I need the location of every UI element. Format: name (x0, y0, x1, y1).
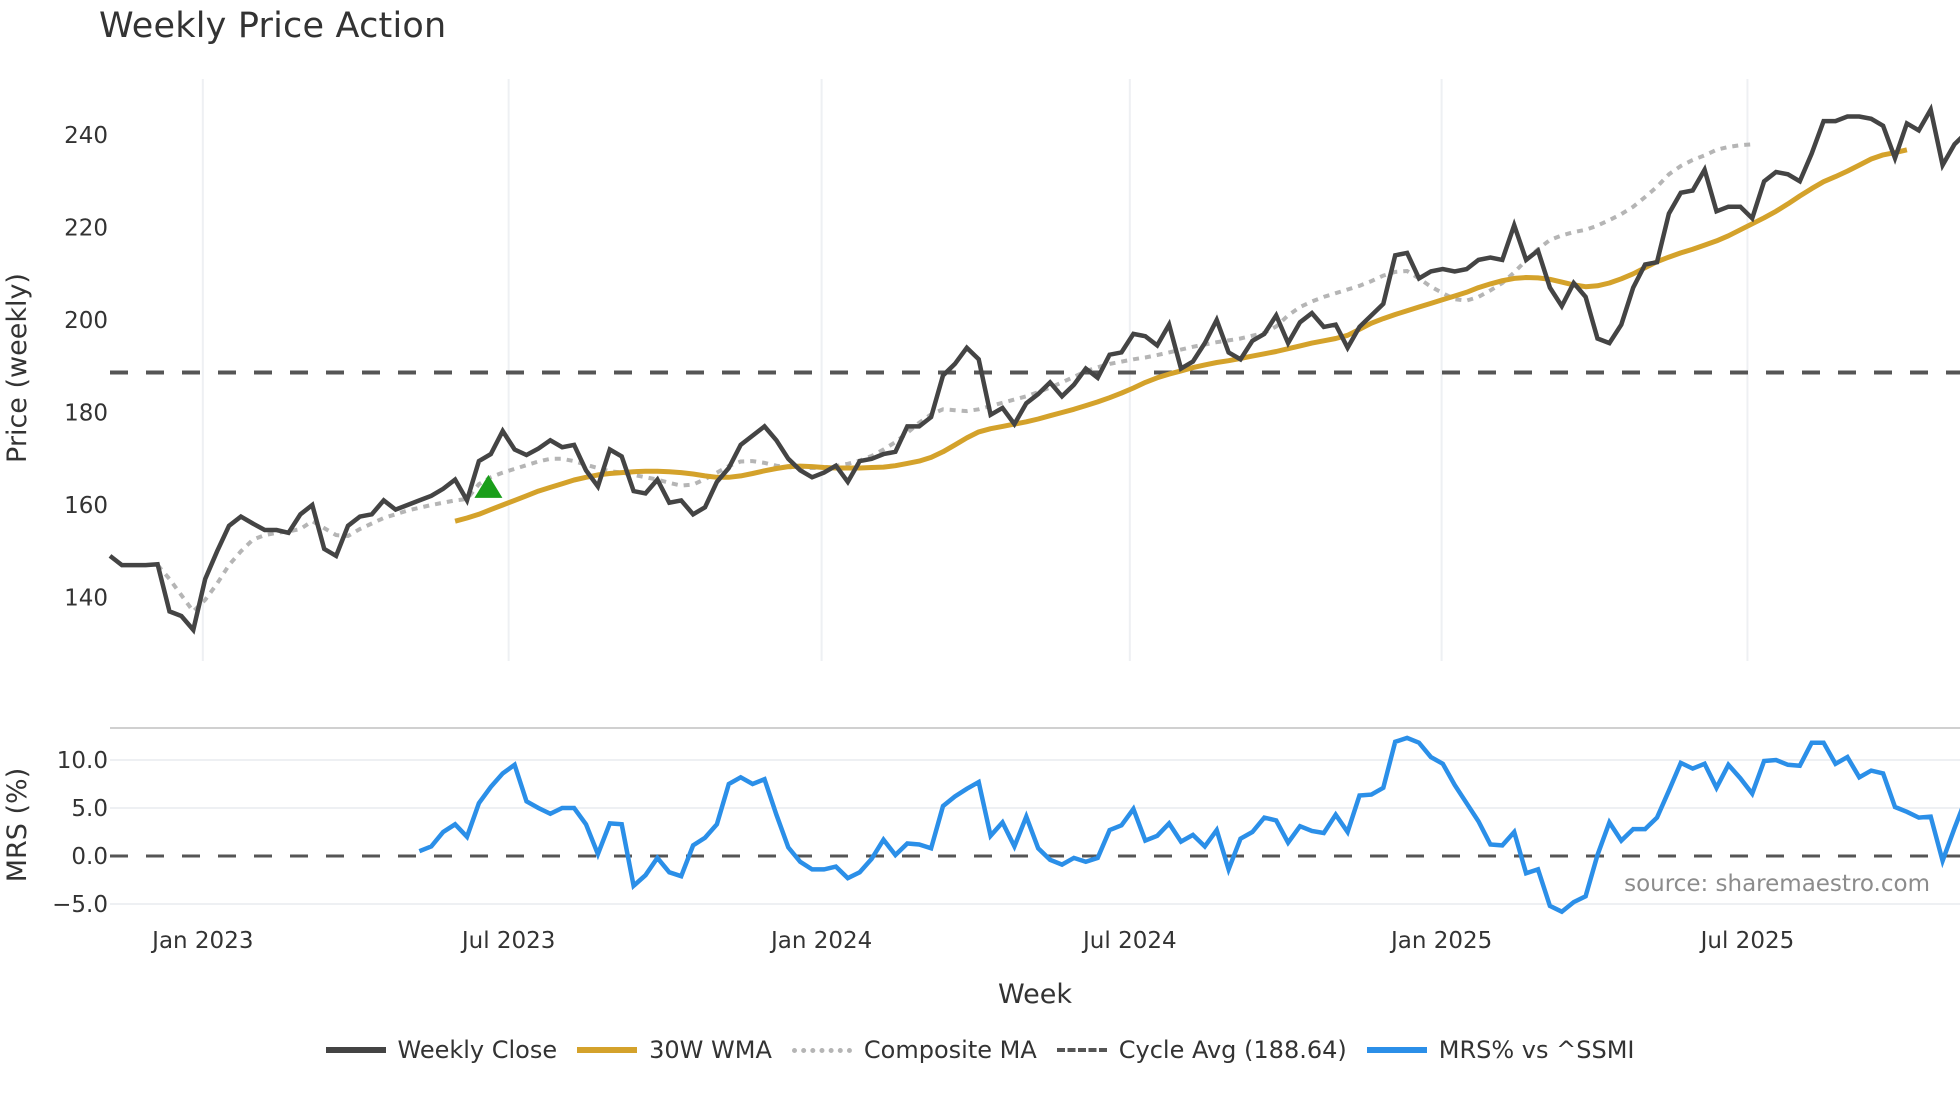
y-tick-label: 180 (64, 401, 108, 427)
legend-label: MRS% vs ^SSMI (1438, 1036, 1635, 1064)
legend-item-cycle-avg[interactable]: Cycle Avg (188.64) (1056, 1036, 1347, 1064)
y-tick-label: −5.0 (52, 892, 108, 918)
legend-label: Composite MA (863, 1036, 1037, 1064)
solid-line-swatch-icon (577, 1047, 638, 1053)
composite-ma-line (156, 142, 1753, 615)
legend-label: Weekly Close (397, 1036, 558, 1064)
solid-line-swatch-icon (1366, 1047, 1427, 1053)
x-axis-title: Week (998, 979, 1072, 1010)
dotted-line-swatch-icon (791, 1047, 852, 1053)
y-tick-label: 220 (64, 216, 108, 242)
dashed-line-swatch-icon (1056, 1048, 1107, 1052)
x-tick-label: Jan 2024 (769, 928, 872, 954)
buy-signal-triangle-icon (474, 474, 503, 498)
chart-title: Weekly Price Action (99, 6, 447, 46)
weekly-close-line (108, 103, 1960, 635)
legend-label: Cycle Avg (188.64) (1118, 1036, 1347, 1064)
y-tick-label: 0.0 (71, 844, 108, 870)
x-tick-label: Jul 2024 (1081, 928, 1177, 954)
y-tick-label: 200 (64, 308, 108, 334)
mrs-y-axis-title: MRS (%) (2, 768, 33, 883)
legend-item-mrs[interactable]: MRS% vs ^SSMI (1366, 1036, 1635, 1064)
y-tick-label: 5.0 (71, 796, 108, 822)
solid-line-swatch-icon (325, 1047, 386, 1053)
source-annotation: source: sharemaestro.com (1624, 871, 1930, 897)
legend-item-30w-wma[interactable]: 30W WMA (577, 1036, 772, 1064)
price-panel: 140 160 180 200 220 240 Price (weekly) (2, 79, 1960, 661)
x-tick-label: Jul 2023 (460, 928, 556, 954)
x-tick-label: Jul 2025 (1699, 928, 1795, 954)
y-tick-label: 140 (64, 586, 108, 612)
legend-item-weekly-close[interactable]: Weekly Close (325, 1036, 558, 1064)
x-tick-labels: Jan 2023 Jul 2023 Jan 2024 Jul 2024 Jan 2025… (150, 928, 1794, 954)
mrs-panel: −5.00.05.010.0 source: sharemaestro.com … (2, 727, 1960, 918)
price-y-axis-title: Price (weekly) (2, 273, 33, 463)
legend: Weekly Close 30W WMA Composite MA Cycle … (0, 1036, 1960, 1064)
mrs-line (418, 735, 1960, 915)
price-x-gridlines (201, 79, 1749, 661)
price-y-tick-labels: 140 160 180 200 220 240 (64, 123, 108, 612)
mrs-y-gridlines (110, 759, 1960, 905)
legend-label: 30W WMA (649, 1036, 772, 1064)
wma-30w-line (454, 147, 1908, 524)
mrs-y-tick-labels: −5.0 0.0 5.0 10.0 (52, 748, 108, 918)
x-tick-label: Jan 2023 (150, 928, 253, 954)
y-tick-label: 240 (64, 123, 108, 149)
y-tick-label: 160 (64, 493, 108, 519)
y-tick-label: 10.0 (57, 748, 108, 774)
x-tick-label: Jan 2025 (1389, 928, 1492, 954)
legend-item-composite-ma[interactable]: Composite MA (791, 1036, 1037, 1064)
